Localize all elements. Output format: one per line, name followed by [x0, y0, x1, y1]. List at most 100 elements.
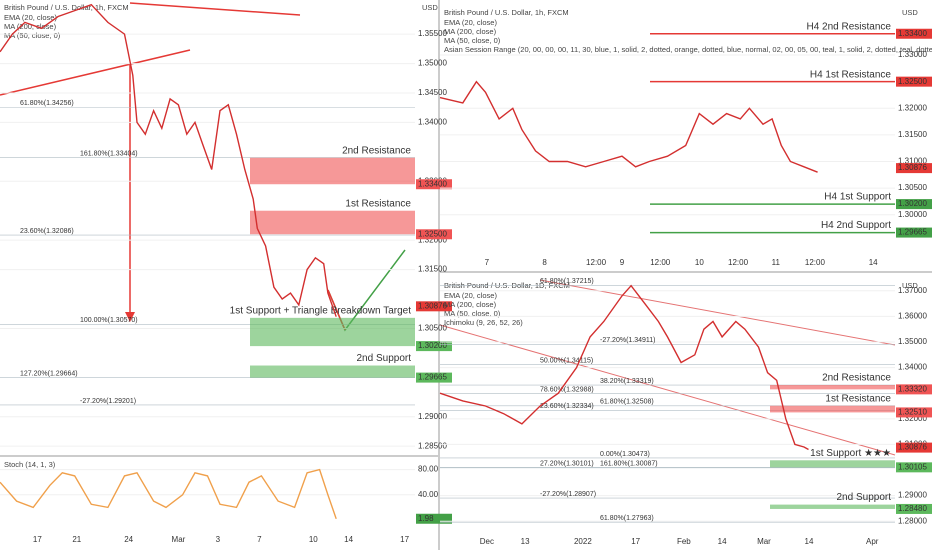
y-tick-label: 1.36000 — [898, 312, 927, 321]
x-tick-label: 7 — [485, 258, 490, 267]
indicator-label: EMA (20, close) — [4, 13, 57, 22]
y-tick-label: 1.34500 — [418, 88, 447, 97]
price-line — [0, 468, 337, 520]
current-price-box — [416, 513, 452, 524]
x-tick-label: 14 — [718, 537, 727, 546]
price-tag-box — [896, 407, 932, 418]
y-tick-label: 1.33000 — [898, 50, 927, 59]
fib-label: -27.20%(1.34911) — [600, 337, 656, 344]
indicator-label: Ichimoku (9, 26, 52, 26) — [444, 318, 523, 327]
x-tick-label: 17 — [400, 535, 409, 544]
x-tick-label: Dec — [480, 537, 494, 546]
level-label: H4 2nd Resistance — [807, 21, 892, 32]
x-tick-label: 12:00 — [586, 258, 607, 267]
price-tag-box — [896, 384, 932, 395]
x-tick-label: 10 — [309, 535, 318, 544]
y-tick-label: 80.00 — [418, 465, 439, 474]
y-tick-label: 1.34000 — [418, 118, 447, 127]
fib-label: 61.80%(1.32508) — [600, 399, 654, 406]
x-tick-label: Mar — [757, 537, 771, 546]
price-tag: 1.32500 — [418, 229, 447, 238]
level-zone — [770, 504, 895, 509]
y-tick-label: 1.32000 — [898, 414, 927, 423]
x-tick-label: 13 — [521, 537, 530, 546]
level-label: 1st Support + Triangle Breakdown Target — [230, 305, 412, 316]
x-tick-label: Apr — [866, 537, 879, 546]
price-tag-box — [896, 227, 932, 238]
arrow-head — [125, 312, 135, 322]
x-tick-label: 12:00 — [650, 258, 671, 267]
y-tick-label: 1.35000 — [898, 337, 927, 346]
level-label: H4 1st Support — [824, 192, 891, 203]
fib-label: 100.00%(1.30570) — [80, 317, 138, 324]
price-tag: 1.30200 — [898, 199, 927, 208]
fib-label: 27.20%(1.30101) — [540, 460, 594, 467]
level-zone — [770, 460, 895, 468]
chart-title: British Pound / U.S. Dollar, 1h, FXCM — [4, 3, 129, 12]
trendline — [129, 2, 301, 16]
x-tick-label: 8 — [542, 258, 547, 267]
level-zone — [250, 210, 415, 235]
fib-label: -27.20%(1.29201) — [80, 398, 136, 405]
y-tick-label: 1.32000 — [418, 235, 447, 244]
level-zone — [250, 317, 415, 347]
x-tick-label: Feb — [677, 537, 691, 546]
level-label: 1st Resistance — [825, 393, 891, 404]
indicator-label: MA (50, close, 0) — [444, 36, 501, 45]
level-label: 2nd Resistance — [822, 373, 891, 384]
indicator-label: EMA (20, close) — [444, 18, 497, 27]
level-label: 2nd Resistance — [342, 145, 411, 156]
x-tick-label: 12:00 — [728, 258, 749, 267]
price-tag-box — [896, 462, 932, 473]
y-tick-label: 1.28500 — [418, 441, 447, 450]
x-tick-label: 9 — [620, 258, 625, 267]
fib-label: 61.80%(1.37215) — [540, 278, 594, 285]
indicator-label: MA (200, close) — [444, 300, 497, 309]
y-tick-label: 1.29000 — [898, 491, 927, 500]
fib-label: 38.20%(1.33319) — [600, 378, 654, 385]
fib-label: 50.00%(1.34115) — [540, 358, 593, 365]
level-zone — [250, 157, 415, 185]
fib-label: 61.80%(1.34256) — [20, 100, 74, 107]
currency-label: USD — [422, 3, 438, 12]
indicator-label: EMA (20, close) — [444, 291, 497, 300]
current-price: 1.30876 — [418, 301, 447, 310]
x-tick-label: 7 — [257, 535, 262, 544]
x-tick-label: 2022 — [574, 537, 592, 546]
level-label: H4 1st Resistance — [810, 69, 892, 80]
currency-label: USD — [902, 281, 918, 290]
current-price-box — [896, 442, 932, 453]
chart-title: Stoch (14, 1, 3) — [4, 460, 56, 469]
currency-label: USD — [902, 8, 918, 17]
x-tick-label: 14 — [869, 258, 878, 267]
x-tick-label: 12:00 — [805, 258, 826, 267]
indicator-label: MA (50, close, 0) — [444, 309, 501, 318]
y-tick-label: 1.30500 — [898, 183, 927, 192]
fib-label: 0.00%(1.30473) — [600, 451, 650, 458]
channel-line — [439, 324, 896, 456]
price-line — [439, 284, 809, 451]
level-zone — [250, 365, 415, 378]
indicator-label: Asian Session Range (20, 00, 00, 00, 11,… — [444, 45, 932, 54]
level-label: 2nd Support — [837, 492, 892, 503]
indicator-label: MA (200, close) — [4, 22, 57, 31]
current-price: 1.30876 — [898, 163, 927, 172]
price-tag: 1.30105 — [898, 462, 927, 471]
y-tick-label: 40.00 — [418, 490, 439, 499]
fib-label: -27.20%(1.28907) — [540, 491, 596, 498]
price-tag-box — [416, 341, 452, 352]
price-line — [439, 80, 818, 173]
price-tag-box — [416, 229, 452, 240]
fib-label: 61.80%(1.27963) — [600, 515, 654, 522]
x-tick-label: 17 — [631, 537, 640, 546]
current-price: 1.30876 — [898, 443, 927, 452]
y-tick-label: 1.30000 — [898, 210, 927, 219]
price-tag-box — [896, 199, 932, 210]
fib-label: 23.60%(1.32334) — [540, 403, 594, 410]
y-tick-label: 1.35500 — [418, 29, 447, 38]
price-tag-box — [896, 503, 932, 514]
x-tick-label: 14 — [344, 535, 353, 544]
price-tag: 1.33400 — [418, 179, 447, 188]
